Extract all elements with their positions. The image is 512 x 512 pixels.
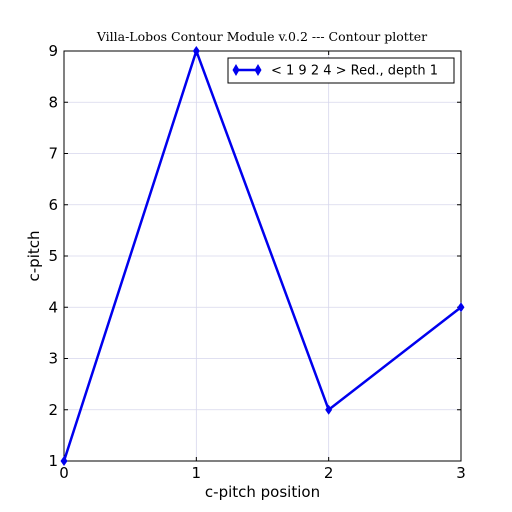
data-point xyxy=(457,302,465,313)
x-tick-label: 2 xyxy=(324,464,334,482)
series xyxy=(60,46,465,466)
grid xyxy=(64,51,461,461)
x-axis-label: c-pitch position xyxy=(205,483,320,501)
y-tick-label: 7 xyxy=(48,145,58,163)
y-tick-label: 5 xyxy=(48,247,58,265)
data-point xyxy=(325,404,333,415)
y-axis-label: c-pitch xyxy=(25,231,43,282)
y-tick-label: 3 xyxy=(48,350,58,368)
chart-title: Villa-Lobos Contour Module v.0.2 --- Con… xyxy=(96,29,427,44)
legend-label: < 1 9 2 4 > Red., depth 1 xyxy=(271,64,438,79)
y-tick-label: 6 xyxy=(48,196,58,214)
y-tick-label: 2 xyxy=(48,401,58,419)
series-line xyxy=(62,47,462,462)
y-tick-label: 1 xyxy=(48,452,58,470)
legend-box xyxy=(227,57,455,84)
x-tick-label: 3 xyxy=(456,464,466,482)
x-tick-label: 1 xyxy=(192,464,202,482)
x-tick-label: 0 xyxy=(59,464,69,482)
y-tick-label: 9 xyxy=(48,42,58,60)
y-tick-label: 4 xyxy=(48,298,58,316)
legend-marker-right xyxy=(254,64,262,76)
data-point xyxy=(192,46,200,56)
y-tick-label: 8 xyxy=(48,93,58,111)
legend: < 1 9 2 4 > Red., depth 1 xyxy=(227,57,455,84)
legend-marker-left xyxy=(232,64,240,76)
data-point xyxy=(60,456,68,466)
